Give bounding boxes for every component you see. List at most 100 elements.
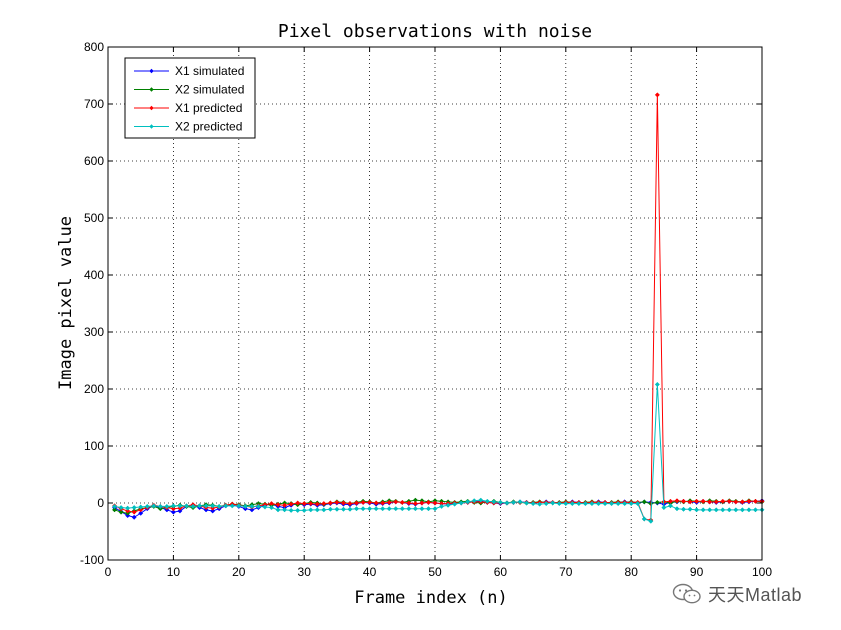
y-axis-label: Image pixel value (56, 216, 76, 390)
data-point (569, 501, 575, 507)
data-point (484, 498, 490, 504)
data-point (170, 506, 176, 512)
data-point (301, 501, 307, 507)
data-point (471, 498, 477, 504)
x-axis-label: Frame index (n) (354, 588, 508, 608)
axis-ticks: 0 10 20 30 40 50 60 70 80 90 100-10001002003004005… (80, 40, 772, 579)
legend-marker (149, 68, 154, 74)
data-point (386, 499, 392, 505)
data-point (687, 499, 693, 505)
data-point (739, 507, 745, 513)
data-point (118, 505, 124, 511)
x-tick-label: 50 (428, 565, 442, 579)
y-tick-label: -100 (80, 553, 104, 567)
data-point (131, 514, 137, 520)
x-tick-label: 60 (494, 565, 508, 579)
data-point (510, 499, 517, 505)
data-point (295, 507, 301, 513)
wechat-icon (672, 583, 701, 604)
y-tick-label: 300 (84, 325, 104, 339)
y-tick-label: 200 (84, 382, 104, 396)
data-point (641, 516, 647, 522)
data-point (275, 507, 281, 513)
data-point (628, 501, 634, 507)
data-point (720, 498, 726, 504)
data-point (713, 507, 719, 513)
data-point (752, 507, 759, 513)
data-point (680, 506, 687, 512)
data-point (347, 501, 353, 507)
x-tick-label: 70 (559, 565, 573, 579)
data-point (111, 503, 118, 509)
data-point (707, 499, 713, 505)
data-point (170, 503, 176, 509)
data-point (229, 503, 235, 509)
data-point (399, 499, 405, 505)
legend-marker (149, 124, 154, 129)
x-tick-label: 30 (298, 565, 312, 579)
data-point (314, 507, 320, 513)
data-point (635, 501, 641, 507)
data-point (425, 499, 432, 505)
data-point (687, 506, 693, 512)
data-point (746, 498, 752, 504)
x-tick-label: 40 (363, 565, 377, 579)
data-point (138, 510, 144, 516)
data-point (197, 503, 203, 509)
data-point (177, 503, 183, 509)
data-point (177, 508, 183, 514)
data-point (445, 502, 451, 508)
legend-entry: X1 simulated (134, 64, 244, 78)
data-point (347, 506, 353, 512)
data-point (438, 503, 445, 509)
data-point (321, 501, 327, 507)
data-point (183, 503, 190, 509)
series-x2-predicted (111, 381, 765, 524)
data-point (157, 503, 163, 509)
data-point (249, 507, 255, 513)
data-point (726, 507, 732, 513)
data-point (615, 501, 621, 507)
legend-marker (149, 105, 154, 111)
legend-label: X1 predicted (175, 101, 242, 115)
legend-entry: X2 predicted (134, 120, 242, 134)
y-tick-label: 0 (97, 496, 104, 510)
series-layer (111, 92, 765, 524)
legend-marker (149, 87, 154, 92)
data-point (164, 503, 170, 509)
data-point (576, 501, 582, 507)
data-point (700, 507, 706, 513)
data-point (393, 499, 399, 505)
data-point (210, 508, 216, 514)
data-point (203, 503, 209, 509)
data-point (524, 500, 530, 506)
data-point (654, 381, 660, 387)
data-point (334, 506, 340, 512)
data-point (589, 501, 595, 507)
data-point (190, 503, 196, 509)
data-point (517, 499, 523, 505)
data-point (223, 503, 229, 509)
chart-title: Pixel observations with noise (278, 21, 592, 42)
data-point (419, 506, 425, 512)
data-point (380, 500, 386, 506)
data-point (340, 506, 346, 512)
data-point (242, 503, 248, 509)
data-point (563, 501, 569, 507)
data-point (308, 507, 314, 513)
data-point (654, 499, 660, 505)
data-point (425, 506, 432, 512)
data-point (321, 507, 327, 513)
data-point (694, 498, 700, 504)
data-point (255, 503, 261, 509)
data-point (680, 498, 687, 504)
data-point (367, 499, 373, 505)
x-tick-label: 20 (232, 565, 246, 579)
data-point (707, 507, 713, 513)
watermark-text: 天天Matlab (708, 585, 803, 605)
data-point (412, 506, 418, 512)
data-point (170, 509, 176, 515)
data-point (138, 507, 144, 513)
data-point (373, 500, 379, 506)
data-point (406, 500, 412, 506)
